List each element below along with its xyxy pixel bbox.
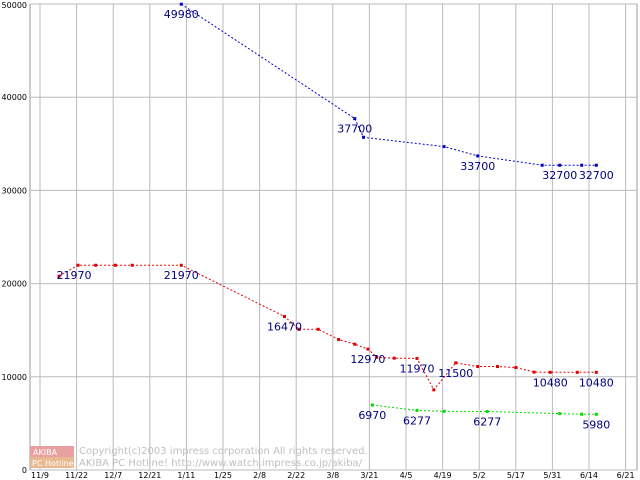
series-point-1 [366,347,370,351]
series-point-2 [442,409,446,413]
data-label: 16470 [267,320,302,333]
series-point-1 [316,327,320,331]
series-point-1 [76,263,80,267]
x-tick-label: 2/22 [287,471,305,480]
series-point-1 [353,342,357,346]
data-label: 32700 [579,169,614,182]
y-tick-label: 40000 [2,93,27,102]
x-tick-label: 11/9 [31,471,49,480]
series-point-1 [476,365,480,369]
series-point-2 [594,412,598,416]
series-point-1 [282,314,286,318]
x-tick-label: 12/21 [138,471,161,480]
copyright-line: Copyright(c)2003 impress corporation All… [79,446,368,457]
series-point-0 [594,163,598,167]
data-label: 6277 [403,414,431,427]
y-axis-tick-labels: 0 10000 20000 30000 40000 50000 [2,1,27,475]
x-tick-label: 11/22 [65,471,88,480]
data-label: 11970 [399,362,434,375]
y-tick-label: 50000 [2,1,27,10]
x-tick-label: 6/14 [580,471,598,480]
series-point-1 [113,263,117,267]
series-line-0 [181,3,597,166]
series-point-1 [532,370,536,374]
series-point-0 [476,154,480,158]
series-point-0 [179,2,183,6]
data-label: 10480 [579,376,614,389]
series-point-2 [558,412,562,416]
data-label: 33700 [460,160,495,173]
series-point-1 [57,274,61,278]
x-tick-label: 4/5 [400,471,413,480]
x-tick-label: 1/25 [214,471,232,480]
series-point-1 [496,365,499,369]
series-point-1 [337,338,341,342]
series-point-0 [540,163,544,167]
site-url-line: AKIBA PC Hotline! http://www.watch.impre… [79,458,363,469]
series-point-1 [575,370,579,374]
series-point-2 [370,403,374,407]
copyright-watermark: AKIBA PC Hotline! Copyright(c)2003 impre… [30,446,368,469]
series-point-1 [415,356,419,360]
series-point-2 [485,409,489,413]
series-point-1 [432,388,436,392]
series-point-2 [415,408,419,412]
series-point-1 [130,263,134,267]
x-tick-label: 6/21 [617,471,635,480]
chart-grid [29,3,638,471]
data-label: 6277 [473,415,501,428]
series-point-1 [392,356,396,360]
akiba-logo-bottom-text: PC Hotline! [32,459,77,468]
series-point-0 [558,163,562,167]
plot-frame [29,3,638,471]
x-tick-label: 5/17 [507,471,525,480]
y-tick-label: 20000 [2,280,27,289]
data-label-layer: 49980 37700 33700 32700 32700 21970 21970 16470… [57,8,614,431]
x-tick-label: 12/7 [104,471,122,480]
x-tick-label: 5/31 [543,471,561,480]
akiba-logo-top [30,446,74,457]
series-point-1 [514,365,518,369]
x-tick-label: 5/2 [473,471,486,480]
series-point-0 [580,163,584,167]
data-label: 21970 [57,269,92,282]
series-point-1 [548,370,552,374]
x-tick-label: 3/8 [326,471,339,480]
series-point-1 [94,263,98,267]
x-tick-label: 3/21 [360,471,378,480]
y-tick-label: 30000 [2,186,27,195]
data-label: 37700 [337,123,372,136]
series-point-2 [580,412,584,416]
series-point-0 [442,145,446,149]
data-label: 21970 [164,269,199,282]
data-label: 49980 [164,8,199,21]
series-point-1 [297,327,301,331]
x-tick-label: 1/11 [177,471,195,480]
x-tick-label: 4/19 [434,471,452,480]
data-label: 6970 [358,409,386,422]
akiba-logo-top-text: AKIBA [33,448,58,457]
data-label: 5980 [582,418,610,431]
series-line-1 [58,264,597,391]
akiba-logo-bottom [30,457,74,468]
x-tick-label: 2/8 [253,471,266,480]
data-label: 10480 [533,376,568,389]
series-point-1 [594,370,598,374]
y-tick-label: 10000 [2,373,27,382]
series-point-0 [353,117,357,121]
y-tick-label: 0 [22,466,27,475]
data-label: 12970 [350,353,385,366]
series-point-1 [375,355,379,359]
series-layer [57,2,598,416]
series-point-1 [179,263,183,267]
x-axis-tick-labels: 11/9 11/22 12/7 12/21 1/11 1/25 2/8 2/22 3/8 3/21… [31,471,635,480]
data-label: 32700 [542,169,577,182]
series-point-1 [454,361,458,365]
data-label: 11500 [438,367,473,380]
series-point-0 [362,135,366,139]
